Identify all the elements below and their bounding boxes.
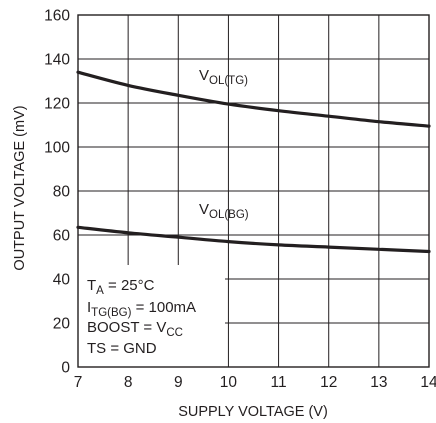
annotation-current: ITG(BG) = 100mA (87, 299, 196, 319)
x-axis-label: SUPPLY VOLTAGE (V) (178, 404, 328, 420)
y-tick-label: 140 (44, 52, 70, 69)
annotation-ts: TS = GND (87, 340, 157, 357)
x-tick-label: 11 (271, 374, 287, 391)
x-tick-label: 8 (124, 374, 133, 391)
y-tick-label: 60 (53, 228, 71, 245)
annotation-temperature: TA = 25°C (87, 277, 155, 297)
x-tick-label: 7 (74, 374, 83, 391)
x-tick-label: 14 (420, 374, 436, 391)
annotation-box-background (77, 265, 225, 368)
series-line-vol-tg (76, 70, 431, 128)
x-tick-label: 13 (370, 374, 387, 391)
y-axis-label: OUTPUT VOLTAGE (mV) (12, 105, 28, 270)
annotation-boost: BOOST = VCC (87, 319, 183, 339)
y-tick-label: 120 (44, 96, 70, 113)
y-tick-label: 160 (44, 8, 70, 25)
y-tick-label: 80 (53, 184, 71, 201)
x-tick-label: 12 (320, 374, 337, 391)
series-lines (76, 70, 431, 254)
y-tick-label: 20 (53, 316, 71, 333)
plot-frame (77, 14, 430, 368)
x-tick-label: 9 (174, 374, 183, 391)
y-tick-label: 100 (44, 140, 70, 157)
series-label-bg: VOL(BG) (199, 201, 249, 221)
series-line-vol-bg (76, 225, 431, 254)
grid (78, 15, 429, 367)
x-tick-label: 10 (220, 374, 238, 391)
y-tick-label: 40 (53, 272, 71, 289)
series-label-tg: VOL(TG) (199, 67, 248, 87)
y-tick-label: 0 (61, 360, 70, 377)
